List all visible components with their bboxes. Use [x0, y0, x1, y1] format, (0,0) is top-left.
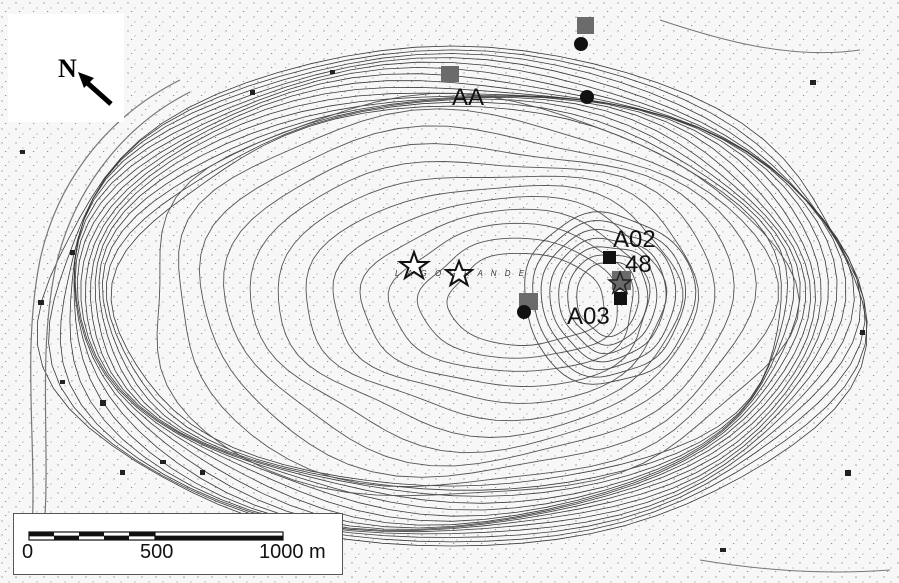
lake-contour-line	[446, 252, 605, 346]
rim-contour-line	[106, 101, 789, 491]
star-marker	[606, 269, 634, 295]
site-label-48: 48	[625, 251, 652, 278]
rim-contour-line	[59, 53, 866, 538]
site-label-a03: A03	[567, 303, 610, 330]
black-square-marker	[603, 251, 616, 264]
grey-square-marker	[577, 17, 594, 34]
scale-tick-0: 0	[22, 541, 34, 563]
rim-contour-line	[98, 96, 801, 504]
basin-contour-line	[576, 262, 640, 338]
site-label-a02: A02	[613, 226, 656, 253]
rim-contour-line	[73, 66, 847, 531]
scale-bar-panel: 0 500 1000 m	[13, 513, 343, 575]
road	[39, 91, 191, 566]
scale-tick-1000: 1000 m	[259, 541, 326, 563]
north-letter: N	[58, 54, 77, 83]
black-circle-marker	[580, 90, 594, 104]
lake-contour-line	[332, 195, 668, 404]
rim-contour-line	[73, 61, 855, 533]
road	[659, 19, 861, 54]
black-circle-marker	[517, 305, 531, 319]
basin-contour-line	[540, 228, 677, 371]
scale-tick-500: 500	[140, 541, 174, 563]
star-marker	[396, 248, 432, 281]
black-circle-marker	[574, 37, 588, 51]
lake-contour-line	[249, 161, 716, 454]
grey-square-marker	[441, 66, 459, 82]
rim-contour-line	[94, 95, 807, 511]
rim-contour-line	[48, 49, 868, 543]
lake-contour-line	[277, 175, 699, 438]
rim-contour-line	[85, 92, 816, 522]
lake-contour-line	[416, 237, 618, 359]
road	[29, 79, 181, 561]
rim-contour-line	[90, 95, 812, 517]
rim-contour-line	[69, 57, 862, 535]
basin-contour-line	[558, 246, 658, 355]
rim-contour-line	[74, 73, 838, 530]
road	[699, 559, 891, 573]
rim-contour-line	[80, 86, 822, 526]
scale-bar	[28, 531, 284, 541]
north-arrow-icon	[78, 72, 113, 106]
grey-square-marker	[612, 271, 631, 290]
site-label-aa: AA	[452, 84, 485, 111]
lake-contours	[156, 93, 800, 497]
lake-contour-line	[387, 222, 634, 372]
lake-contour-line	[359, 208, 651, 387]
rim-contour-line	[101, 98, 795, 497]
buildings	[20, 70, 865, 552]
lake-contour-line	[198, 125, 757, 478]
north-arrow-panel: N	[8, 14, 124, 122]
star-marker	[443, 258, 475, 288]
lake-name-label: L A G O G R A N D E	[395, 269, 528, 278]
basin-contour-line	[549, 237, 667, 363]
basin-contour-line	[567, 254, 649, 346]
basin-contours	[524, 211, 697, 385]
lake-contour-line	[178, 108, 779, 488]
black-square-marker	[614, 292, 627, 305]
lake-contour-line	[156, 93, 800, 497]
lake-contour-line	[223, 143, 735, 467]
lake-contour-line	[305, 184, 684, 422]
